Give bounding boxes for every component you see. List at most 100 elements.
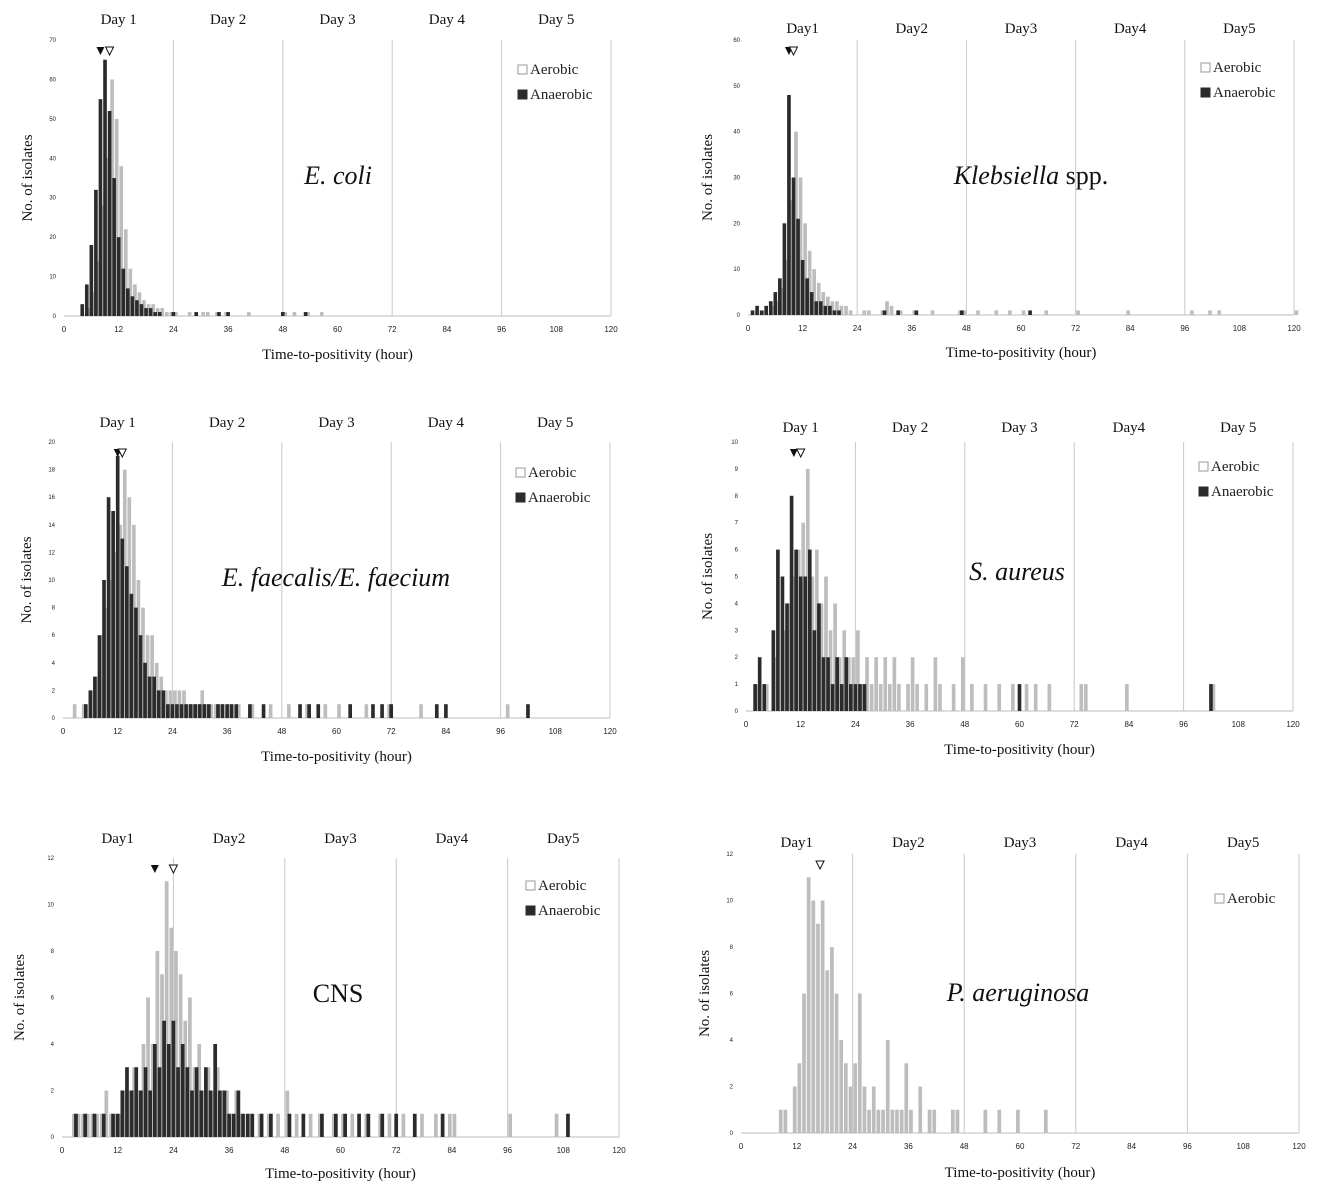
bar-aerobic — [331, 1113, 336, 1137]
bar-anaerobic — [180, 1044, 185, 1137]
x-tick-label: 72 — [1070, 720, 1079, 729]
bar-anaerobic — [106, 497, 111, 718]
bar-aerobic — [182, 690, 186, 718]
bar-aerobic — [183, 1020, 188, 1137]
bar-aerobic — [983, 1109, 988, 1133]
organism-label: E. coli — [303, 161, 372, 190]
y-tick-label: 30 — [733, 176, 740, 182]
bar-aerobic — [211, 1090, 215, 1137]
bar-aerobic — [187, 312, 192, 316]
bar-aerobic — [132, 524, 136, 718]
bar-anaerobic — [750, 310, 755, 315]
bar-aerobic — [123, 1090, 127, 1137]
bar-aerobic — [188, 997, 192, 1137]
bar-aerobic — [778, 1109, 783, 1133]
bar-anaerobic — [138, 635, 143, 718]
bar-aerobic — [957, 310, 962, 315]
x-tick-label: 36 — [906, 720, 915, 729]
bar-anaerobic — [785, 603, 789, 711]
legend-swatch-aerobic — [525, 880, 536, 891]
bar-aerobic — [308, 1113, 313, 1137]
bar-anaerobic — [84, 284, 89, 316]
bar-aerobic — [771, 305, 776, 315]
bar-aerobic — [803, 223, 807, 315]
bar-anaerobic — [135, 300, 139, 316]
bar-aerobic — [1217, 310, 1221, 315]
day-label: Day 1 — [101, 12, 137, 28]
bar-anaerobic — [762, 684, 767, 711]
legend-label: Anaerobic — [1213, 85, 1276, 101]
bar-anaerobic — [444, 704, 448, 718]
bar-aerobic — [92, 292, 96, 316]
bar-anaerobic — [170, 704, 175, 718]
bar-aerobic — [234, 1090, 239, 1137]
bar-anaerobic — [143, 662, 147, 718]
bar-aerobic — [150, 635, 154, 718]
bar-aerobic — [114, 118, 119, 316]
bar-aerobic — [337, 704, 341, 718]
bar-aerobic — [851, 657, 856, 711]
bar-anaerobic — [134, 607, 138, 718]
y-axis-title: No. of isolates — [19, 536, 35, 623]
y-tick-label: 8 — [730, 945, 734, 951]
bar-anaerobic — [197, 704, 202, 718]
bar-anaerobic — [759, 310, 764, 315]
y-tick-label: 4 — [735, 601, 739, 607]
x-tick-label: 36 — [223, 727, 232, 736]
bar-aerobic — [951, 684, 956, 711]
bar-aerobic — [798, 177, 803, 315]
bar-anaerobic — [111, 511, 115, 718]
bar-anaerobic — [194, 312, 199, 316]
bar-aerobic — [287, 704, 291, 718]
y-tick-label: 20 — [48, 440, 55, 446]
bar-anaerobic — [298, 704, 302, 718]
bar-aerobic — [164, 881, 169, 1137]
bar-aerobic — [505, 704, 510, 718]
bar-aerobic — [783, 1109, 788, 1133]
bar-anaerobic — [101, 1113, 106, 1137]
bar-anaerobic — [216, 704, 220, 718]
bar-aerobic — [419, 704, 423, 718]
x-tick-label: 108 — [1232, 720, 1246, 729]
bar-aerobic — [101, 205, 105, 316]
chart-panel-3: Day 1 Day 2 Day 3 Day 4 Day 50 12 24 36 48 60 72 84… — [19, 415, 617, 765]
y-tick-label: 12 — [726, 852, 733, 858]
y-tick-label: 2 — [730, 1085, 734, 1091]
legend-label: Aerobic — [530, 62, 579, 78]
bar-anaerobic — [185, 1067, 190, 1137]
day-label: Day3 — [1005, 21, 1038, 37]
bar-anaerobic — [320, 1113, 324, 1137]
median-marker-aerobic — [168, 864, 179, 875]
x-tick-label: 84 — [1127, 1142, 1136, 1151]
bar-aerobic — [898, 310, 903, 315]
median-marker-anaerobic — [789, 449, 798, 457]
bar-aerobic — [780, 287, 785, 315]
x-tick-label: 24 — [169, 1146, 178, 1155]
x-tick-label: 120 — [603, 727, 617, 736]
bar-aerobic — [96, 260, 101, 316]
y-tick-label: 10 — [48, 578, 55, 584]
y-tick-label: 8 — [735, 494, 739, 500]
bar-aerobic — [802, 993, 806, 1133]
x-tick-label: 96 — [1180, 324, 1189, 333]
bar-anaerobic — [343, 1113, 347, 1137]
bar-aerobic — [105, 158, 110, 316]
y-tick-label: 30 — [49, 196, 56, 202]
y-tick-label: 10 — [726, 899, 733, 905]
legend-swatch-anaerobic — [525, 905, 536, 916]
day-label: Day 5 — [1220, 420, 1256, 436]
day-label: Day5 — [547, 831, 580, 847]
x-tick-label: 48 — [280, 1146, 289, 1155]
bar-anaerobic — [412, 1113, 417, 1137]
bar-anaerobic — [789, 495, 794, 711]
series-aerobic — [72, 469, 510, 718]
bar-aerobic — [110, 79, 114, 316]
y-axis-title: No. of isolates — [697, 950, 713, 1037]
bar-anaerobic — [130, 296, 135, 316]
day-label: Day4 — [1114, 21, 1147, 37]
bar-aerobic — [294, 1113, 299, 1137]
x-tick-label: 96 — [1183, 1142, 1192, 1151]
bar-anaerobic — [204, 1067, 208, 1137]
bar-aerobic — [268, 704, 273, 718]
